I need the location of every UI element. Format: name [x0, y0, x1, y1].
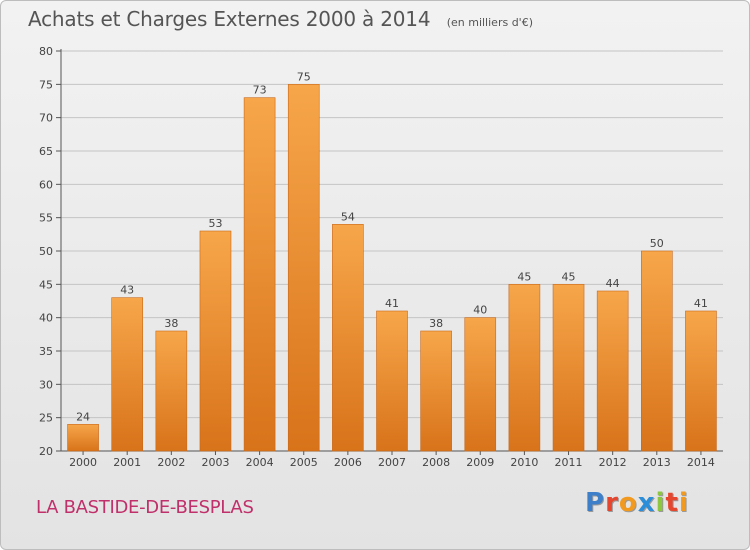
x-tick-label: 2001	[113, 456, 141, 469]
y-tick-label: 65	[39, 145, 53, 158]
x-tick-label: 2004	[246, 456, 274, 469]
bar-2013	[640, 250, 673, 452]
bar-2007	[376, 310, 408, 452]
bar-value-label: 73	[253, 84, 267, 97]
y-tick-label: 50	[39, 245, 53, 258]
y-tick-label: 45	[39, 278, 53, 291]
bar-value-label: 24	[76, 410, 90, 423]
brand-logo-letter: i	[678, 488, 689, 518]
brand-logo: Proxiti	[585, 488, 689, 518]
bar-2002	[155, 330, 188, 452]
unit-note: (en milliers d'€)	[446, 16, 533, 29]
bars	[67, 84, 717, 452]
brand-logo-letter: r	[605, 488, 619, 518]
x-tick-label: 2007	[378, 456, 406, 469]
bar-value-label: 54	[341, 210, 355, 223]
bar-2000	[67, 424, 99, 452]
brand-logo-letter: P	[585, 488, 606, 518]
chart-title: Achats et Charges Externes 2000 à 2014 (…	[28, 7, 533, 31]
bar-value-label: 75	[297, 70, 311, 83]
x-tick-label: 2012	[599, 456, 627, 469]
bar-value-label: 41	[385, 297, 399, 310]
bar-value-label: 53	[208, 217, 222, 230]
x-tick-label: 2013	[643, 456, 671, 469]
y-tick-label: 55	[39, 212, 53, 225]
y-tick-label: 20	[39, 445, 53, 458]
x-tick-label: 2006	[334, 456, 362, 469]
bar-2014	[685, 310, 717, 452]
brand-logo-letter: i	[655, 488, 666, 518]
x-tick-label: 2008	[422, 456, 450, 469]
bar-value-label: 44	[606, 277, 620, 290]
y-tick-label: 30	[39, 378, 53, 391]
bar-value-label: 38	[429, 317, 443, 330]
bar-value-label: 40	[473, 304, 487, 317]
commune-name: LA BASTIDE-DE-BESPLAS	[36, 497, 254, 518]
bar-2005	[287, 84, 320, 452]
y-tick-label: 40	[39, 312, 53, 325]
bar-value-label: 50	[650, 237, 664, 250]
x-tick-label: 2014	[687, 456, 715, 469]
bar-2010	[508, 284, 541, 452]
y-tick-label: 35	[39, 345, 53, 358]
x-tick-label: 2010	[510, 456, 538, 469]
y-tick-label: 25	[39, 412, 53, 425]
x-tick-label: 2002	[157, 456, 185, 469]
y-tick-label: 75	[39, 78, 53, 91]
x-tick-label: 2000	[69, 456, 97, 469]
bar-2012	[596, 290, 629, 452]
bar-value-label: 45	[517, 270, 531, 283]
bar-2009	[464, 317, 497, 452]
chart-title-text: Achats et Charges Externes 2000 à 2014	[28, 7, 431, 31]
x-tick-label: 2009	[466, 456, 494, 469]
bar-value-label: 45	[562, 270, 576, 283]
bar-value-label: 41	[694, 297, 708, 310]
labels: 20 25 30 35 40 45 50 55 60 65 70 75 80 24 2000 43 2001 38…	[39, 45, 715, 469]
y-tick-label: 80	[39, 45, 53, 58]
bar-value-label: 43	[120, 284, 134, 297]
bar-2011	[552, 284, 585, 452]
bar-2003	[199, 230, 232, 452]
bar-2006	[332, 224, 364, 452]
x-tick-label: 2011	[555, 456, 583, 469]
bar-value-label: 38	[164, 317, 178, 330]
bar-2008	[420, 330, 452, 452]
x-tick-label: 2005	[290, 456, 318, 469]
bar-2001	[111, 297, 143, 452]
y-tick-label: 70	[39, 112, 53, 125]
brand-logo-letter: t	[665, 488, 679, 518]
y-tick-label: 60	[39, 178, 53, 191]
brand-logo-letter: x	[637, 488, 656, 518]
brand-logo-letter: o	[618, 488, 638, 518]
bar-2004	[243, 97, 276, 452]
x-tick-label: 2003	[201, 456, 229, 469]
